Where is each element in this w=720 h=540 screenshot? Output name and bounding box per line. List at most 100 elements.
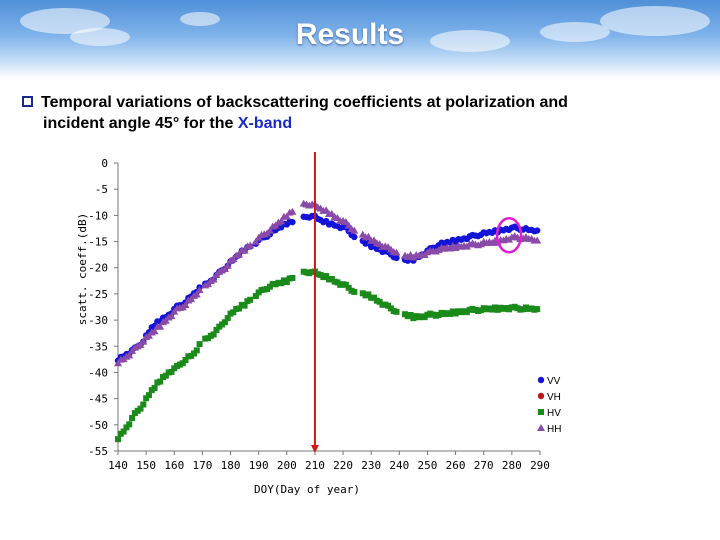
data-point-hh [364, 232, 373, 240]
data-point-hh [156, 322, 165, 330]
data-point-hh [139, 337, 148, 345]
data-point-hv [345, 284, 352, 291]
legend-label-hv: HV [547, 408, 561, 419]
decor-cloud [180, 12, 220, 26]
data-point-hv [140, 401, 147, 408]
data-point-hh [277, 217, 286, 225]
data-point-hv [376, 298, 383, 305]
data-point-hv [235, 305, 242, 312]
data-point-hv [129, 415, 136, 422]
data-point-hv [407, 311, 414, 318]
data-point-hv [283, 279, 290, 286]
y-tick-label: -30 [88, 314, 108, 327]
data-point-hv [221, 319, 228, 326]
data-point-hv [168, 368, 175, 375]
legend-marker-hh [537, 424, 545, 431]
x-tick-label: 230 [361, 459, 381, 472]
highlight-ellipse [495, 217, 523, 254]
data-point-hv [162, 372, 169, 379]
slide-title: Results [295, 18, 405, 51]
data-point-hv [126, 421, 133, 428]
data-point-hh [192, 290, 201, 298]
y-tick-label: -55 [88, 445, 108, 458]
data-point-vv [351, 233, 358, 241]
decor-cloud [600, 6, 710, 36]
data-point-hh [181, 301, 190, 309]
y-axis-label: scatt. coeff.(dB) [76, 213, 89, 326]
data-point-hv [210, 331, 217, 338]
chart-marks [114, 199, 542, 443]
x-axis-label: DOY(Day of year) [254, 483, 360, 496]
data-point-hh [288, 207, 297, 215]
data-point-hv [137, 405, 144, 412]
legend-label-vv: VV [547, 376, 561, 387]
legend-marker-vh [537, 392, 545, 400]
data-point-hh [223, 261, 232, 269]
data-point-hh [209, 275, 218, 283]
data-point-hv [213, 326, 220, 333]
bullet-line-2: incident angle 45° for the [43, 115, 238, 132]
header-banner: Results [0, 0, 720, 78]
y-tick-label: -25 [88, 288, 108, 301]
data-point-hv [151, 384, 158, 391]
data-point-hv [351, 288, 358, 295]
data-point-hh [167, 312, 176, 320]
decor-cloud [70, 28, 130, 46]
data-point-hh [114, 359, 122, 367]
data-point-hh [265, 226, 274, 234]
x-tick-label: 220 [333, 459, 353, 472]
y-tick-label: -10 [88, 209, 108, 222]
x-tick-label: 260 [446, 459, 466, 472]
data-point-hv [115, 436, 121, 443]
data-point-hv [193, 347, 200, 354]
bullet-text: Temporal variations of backscattering co… [22, 92, 702, 134]
data-point-vv [533, 227, 541, 234]
x-tick-label: 210 [305, 459, 325, 472]
y-tick-label: -5 [95, 183, 108, 196]
x-tick-label: 170 [192, 459, 212, 472]
data-point-vv [289, 218, 296, 226]
data-point-hv [534, 306, 541, 313]
data-point-hv [393, 308, 400, 315]
data-point-hv [365, 291, 372, 298]
data-point-hv [247, 296, 254, 303]
y-tick-label: -50 [88, 419, 108, 432]
data-point-hv [224, 315, 231, 322]
data-point-hv [342, 281, 349, 288]
data-point-hv [323, 273, 330, 280]
data-point-vv [393, 254, 400, 262]
decor-cloud [540, 22, 610, 42]
x-tick-label: 280 [502, 459, 522, 472]
x-tick-label: 240 [389, 459, 409, 472]
data-point-hv [182, 356, 189, 363]
vertical-marker-arrow [310, 445, 319, 453]
data-point-hv [157, 378, 164, 385]
data-point-hh [350, 226, 359, 234]
data-point-hv [143, 395, 150, 402]
x-tick-label: 180 [221, 459, 241, 472]
data-point-hv [241, 302, 248, 309]
chart-legend: VV VH HV HH [537, 376, 561, 435]
data-point-hv [230, 309, 237, 316]
y-tick-label: -40 [88, 366, 108, 379]
bullet-line-1: Temporal variations of backscattering co… [41, 94, 568, 111]
y-tick-label: -45 [88, 393, 108, 406]
data-point-hv [123, 424, 130, 431]
series-vv [114, 212, 541, 364]
legend-label-vh: VH [547, 392, 561, 403]
data-point-hv [179, 360, 186, 367]
y-tick-label: -20 [88, 262, 108, 275]
data-point-hh [533, 236, 542, 244]
decor-cloud [430, 30, 510, 52]
x-tick-label: 270 [474, 459, 494, 472]
data-point-hv [120, 428, 127, 435]
data-point-hh [240, 246, 249, 254]
data-point-hh [234, 250, 243, 258]
x-tick-label: 190 [249, 459, 269, 472]
series-hv [115, 268, 541, 443]
x-tick-label: 250 [418, 459, 438, 472]
y-tick-label: -15 [88, 236, 108, 249]
legend-marker-hv [538, 409, 544, 415]
x-tick-label: 150 [136, 459, 156, 472]
